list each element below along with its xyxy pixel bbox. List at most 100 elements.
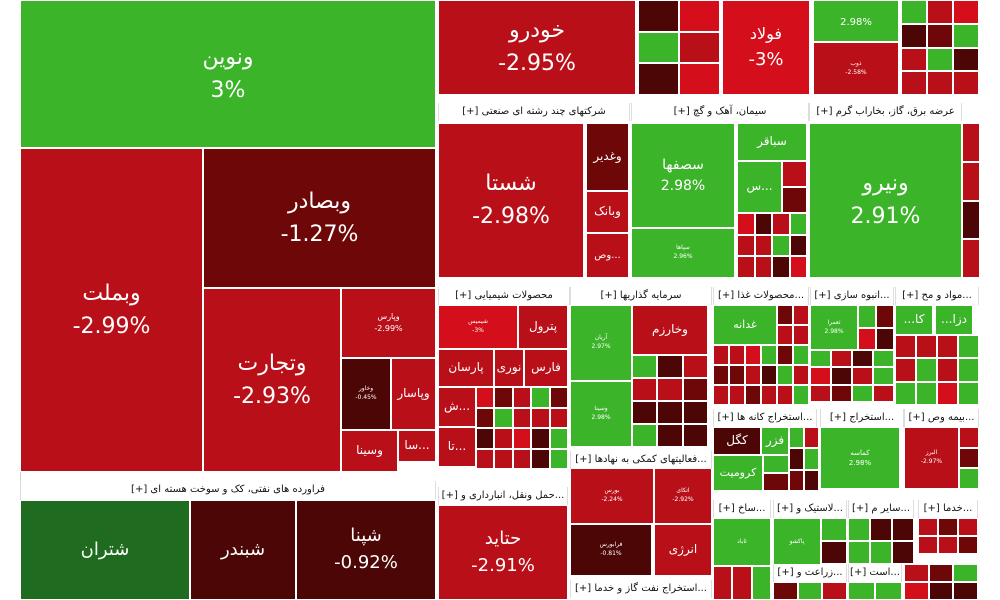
treemap-cell[interactable] <box>777 385 793 405</box>
treemap-cell[interactable] <box>793 385 809 405</box>
treemap-cell[interactable] <box>657 355 683 378</box>
treemap-cell[interactable] <box>870 518 892 541</box>
treemap-cell[interactable] <box>821 518 847 541</box>
treemap-tile[interactable]: پترول <box>518 305 568 349</box>
treemap-cell[interactable] <box>737 234 755 257</box>
treemap-cell[interactable] <box>876 305 894 328</box>
treemap-cell[interactable] <box>873 367 894 385</box>
treemap-cell[interactable] <box>793 325 809 345</box>
treemap-tile[interactable]: فرابورس -0.81% <box>570 524 652 576</box>
treemap-cell[interactable] <box>892 518 914 541</box>
treemap-cell[interactable] <box>953 564 978 582</box>
treemap-cell[interactable] <box>927 47 953 72</box>
treemap-cell[interactable] <box>928 564 954 582</box>
treemap-tile[interactable]: ...کا <box>895 305 933 335</box>
treemap-cell[interactable] <box>959 447 979 469</box>
treemap-tile[interactable]: وبصادر -1.27% <box>203 148 436 288</box>
treemap-cell[interactable] <box>822 582 847 600</box>
treemap-cell[interactable] <box>476 407 495 428</box>
treemap-cell[interactable] <box>682 355 708 378</box>
treemap-tile[interactable]: کگل <box>713 427 761 455</box>
treemap-tile[interactable]: نوری <box>494 349 524 387</box>
treemap-tile[interactable]: ش... <box>438 387 476 427</box>
treemap-cell[interactable] <box>901 0 927 24</box>
treemap-tile[interactable]: ...دزا <box>935 305 973 335</box>
treemap-cell[interactable] <box>761 345 777 365</box>
treemap-cell[interactable] <box>512 448 532 469</box>
treemap-tile[interactable]: کماسه 2.98% <box>820 427 900 489</box>
treemap-cell[interactable] <box>953 0 979 24</box>
treemap-cell[interactable] <box>632 401 658 424</box>
treemap-cell[interactable] <box>638 31 679 64</box>
treemap-cell[interactable] <box>904 582 929 600</box>
treemap-cell[interactable] <box>959 427 979 448</box>
treemap-cell[interactable] <box>494 448 513 469</box>
treemap-cell[interactable] <box>494 428 513 449</box>
treemap-tile[interactable]: وص... <box>586 233 629 278</box>
treemap-cell[interactable] <box>789 469 804 491</box>
treemap-cell[interactable] <box>682 378 708 401</box>
treemap-cell[interactable] <box>962 161 980 201</box>
treemap-cell[interactable] <box>761 385 777 405</box>
treemap-cell[interactable] <box>729 345 745 365</box>
treemap-cell[interactable] <box>916 335 937 359</box>
treemap-cell[interactable] <box>927 71 953 95</box>
treemap-cell[interactable] <box>895 381 916 405</box>
sector-header[interactable]: [+] محصولات شیمیایی <box>438 287 570 305</box>
treemap-cell[interactable] <box>476 387 495 408</box>
treemap-cell[interactable] <box>953 71 979 95</box>
treemap-cell[interactable] <box>754 256 772 278</box>
treemap-cell[interactable] <box>549 407 568 428</box>
treemap-cell[interactable] <box>777 305 793 325</box>
treemap-cell[interactable] <box>810 384 831 402</box>
treemap-cell[interactable] <box>531 428 550 449</box>
treemap-cell[interactable] <box>657 401 683 424</box>
treemap-cell[interactable] <box>679 0 720 32</box>
treemap-cell[interactable] <box>789 213 807 235</box>
treemap-tile[interactable]: شپنا -0.92% <box>296 500 436 600</box>
treemap-tile[interactable]: وغدير <box>586 123 629 191</box>
treemap-cell[interactable] <box>901 71 927 95</box>
treemap-tile[interactable]: فزر <box>761 427 789 455</box>
treemap-cell[interactable] <box>713 345 729 365</box>
treemap-cell[interactable] <box>810 350 831 368</box>
treemap-cell[interactable] <box>858 305 876 328</box>
treemap-tile[interactable]: وخاور -0.45% <box>341 358 391 430</box>
treemap-cell[interactable] <box>876 327 894 350</box>
treemap-cell[interactable] <box>679 31 720 64</box>
treemap-cell[interactable] <box>476 428 495 449</box>
sector-header[interactable]: [+] سیمان، آهک و گچ <box>631 103 809 121</box>
sector-header[interactable]: [+] حمل ونقل، انبارداری و... <box>438 487 568 505</box>
treemap-cell[interactable] <box>937 381 958 405</box>
treemap-tile[interactable]: پارسان <box>438 349 494 387</box>
treemap-cell[interactable] <box>959 468 979 489</box>
treemap-cell[interactable] <box>751 566 771 600</box>
treemap-cell[interactable] <box>773 582 798 600</box>
sector-header[interactable]: [+] لاستیک و... <box>773 500 847 518</box>
treemap-cell[interactable] <box>916 358 937 382</box>
treemap-cell[interactable] <box>777 325 793 345</box>
sector-header[interactable]: [+] خدما... <box>918 500 978 518</box>
treemap-cell[interactable] <box>918 536 938 554</box>
treemap-cell[interactable] <box>789 427 804 449</box>
treemap-cell[interactable] <box>476 448 495 469</box>
sector-header[interactable]: [+] سایر م... <box>848 500 914 518</box>
sector-header[interactable]: [+] استخراج کانه ها... <box>713 409 817 427</box>
treemap-cell[interactable] <box>962 123 980 162</box>
treemap-tile[interactable]: وتجارت -2.93% <box>203 288 341 472</box>
treemap-tile[interactable]: حتاید -2.91% <box>438 505 568 600</box>
treemap-cell[interactable] <box>852 350 873 368</box>
treemap-cell[interactable] <box>632 355 658 378</box>
treemap-cell[interactable] <box>729 385 745 405</box>
treemap-cell[interactable] <box>713 566 733 600</box>
treemap-cell[interactable] <box>895 358 916 382</box>
sector-header[interactable]: [+] مواد و مح... <box>895 287 979 305</box>
treemap-cell[interactable] <box>512 387 532 408</box>
treemap-cell[interactable] <box>953 23 979 48</box>
treemap-cell[interactable] <box>782 187 807 213</box>
treemap-cell[interactable] <box>927 0 953 24</box>
treemap-cell[interactable] <box>761 365 777 385</box>
treemap-tile[interactable]: غدانه <box>713 305 777 345</box>
treemap-tile[interactable]: ونوین 3% <box>20 0 436 148</box>
sector-header[interactable]: [+] زراعت و... <box>773 564 847 582</box>
